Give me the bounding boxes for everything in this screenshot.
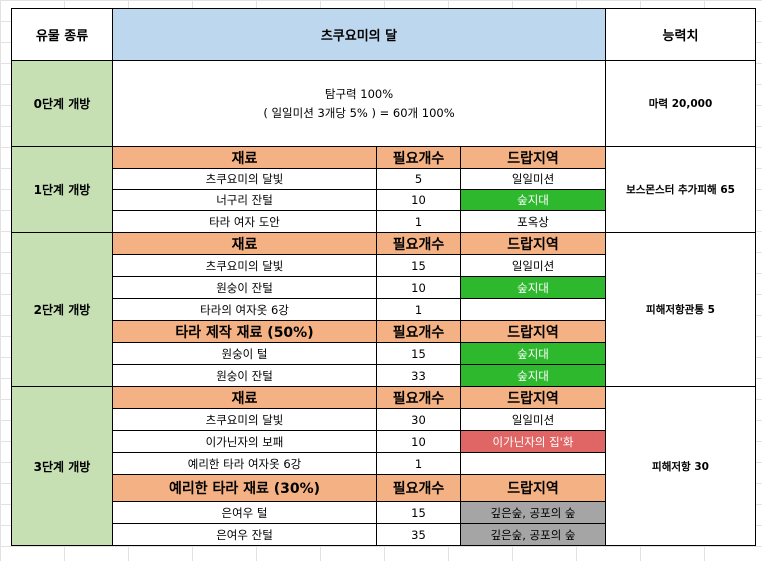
count-cell[interactable]: 15: [376, 342, 461, 365]
stage1-material-header[interactable]: 재료: [112, 146, 377, 169]
material-cell[interactable]: 타라 여자 도안: [112, 210, 377, 233]
stage2-ability[interactable]: 피해저항관통 5: [605, 232, 756, 387]
drop-cell[interactable]: 숲지대: [460, 189, 606, 211]
stage3-craft-header-row: 예리한 타라 재료 (30%) 필요개수 드랍지역: [12, 474, 756, 502]
material-cell[interactable]: 츠쿠요미의 달빛: [112, 168, 377, 190]
count-cell[interactable]: 15: [376, 254, 461, 277]
count-cell[interactable]: 1: [376, 452, 461, 475]
header-type[interactable]: 유물 종류: [11, 8, 113, 61]
drop-cell[interactable]: 일일미션: [460, 168, 606, 190]
stage3-material-header[interactable]: 재료: [112, 386, 377, 409]
material-cell[interactable]: 원숭이 털: [112, 342, 377, 365]
material-cell[interactable]: 츠쿠요미의 달빛: [112, 254, 377, 277]
header-ability[interactable]: 능력치: [605, 8, 756, 61]
header-title[interactable]: 츠쿠요미의 달: [112, 8, 606, 61]
material-cell[interactable]: 은여우 잔털: [112, 523, 377, 546]
table-row: 타라의 여자옷 6강 1: [12, 298, 756, 321]
material-cell[interactable]: 예리한 타라 여자옷 6강: [112, 452, 377, 475]
stage0-label[interactable]: 0단계 개방: [11, 60, 113, 147]
drop-cell[interactable]: 포옥상: [460, 210, 606, 233]
table-row: 원숭이 털 15 숲지대: [12, 342, 756, 365]
material-cell[interactable]: 이가닌자의 보패: [112, 430, 377, 453]
stage2-count-header[interactable]: 필요개수: [376, 232, 461, 255]
stage3-craft-drop-header[interactable]: 드랍지역: [460, 474, 606, 502]
stage0-row: 0단계 개방 탐구력 100% ( 일일미션 3개당 5% ) = 60개 10…: [11, 60, 756, 147]
table-row: 은여우 털 15 깊은숲, 공포의 숲: [12, 501, 756, 524]
stage0-ability[interactable]: 마력 20,000: [605, 60, 756, 147]
table-row: 츠쿠요미의 달빛 5 일일미션: [12, 168, 756, 190]
table-row: 츠쿠요미의 달빛 15 일일미션: [12, 254, 756, 277]
material-cell[interactable]: 너구리 잔털: [112, 189, 377, 211]
stage2-drop-header[interactable]: 드랍지역: [460, 232, 606, 255]
stage3-craft-header[interactable]: 예리한 타라 재료 (30%): [112, 474, 377, 502]
drop-cell[interactable]: [460, 452, 606, 475]
material-cell[interactable]: 원숭이 잔털: [112, 276, 377, 299]
stage3-label[interactable]: 3단계 개방: [11, 386, 113, 546]
stage2-craft-header-row: 타라 제작 재료 (50%) 필요개수 드랍지역: [12, 320, 756, 343]
table-row: 은여우 잔털 35 깊은숲, 공포의 숲: [12, 523, 756, 546]
header-row: 유물 종류 츠쿠요미의 달 능력치: [11, 8, 756, 61]
count-cell[interactable]: 1: [376, 210, 461, 233]
stage0-description[interactable]: 탐구력 100% ( 일일미션 3개당 5% ) = 60개 100%: [112, 60, 606, 147]
stage1-label[interactable]: 1단계 개방: [11, 146, 113, 233]
drop-cell[interactable]: 이가닌자의 집'화: [460, 430, 606, 453]
table-row: 원숭이 잔털 10 숲지대: [12, 276, 756, 299]
stage0-desc-line1: 탐구력 100%: [324, 86, 394, 101]
drop-cell[interactable]: 숲지대: [460, 342, 606, 365]
table-row: 타라 여자 도안 1 포옥상: [12, 210, 756, 233]
stage1-ability[interactable]: 보스몬스터 추가피해 65: [605, 146, 756, 233]
count-cell[interactable]: 5: [376, 168, 461, 190]
drop-cell[interactable]: 숲지대: [460, 364, 606, 387]
count-cell[interactable]: 10: [376, 189, 461, 211]
stage2-material-header[interactable]: 재료: [112, 232, 377, 255]
table-row: 예리한 타라 여자옷 6강 1: [12, 452, 756, 475]
stage3-count-header[interactable]: 필요개수: [376, 386, 461, 409]
stage2-craft-header[interactable]: 타라 제작 재료 (50%): [112, 320, 377, 343]
stage2-label[interactable]: 2단계 개방: [11, 232, 113, 387]
stage1-subheader-row: 1단계 개방 재료 필요개수 드랍지역 보스몬스터 추가피해 65: [11, 146, 756, 233]
drop-cell[interactable]: 일일미션: [460, 408, 606, 431]
count-cell[interactable]: 30: [376, 408, 461, 431]
count-cell[interactable]: 33: [376, 364, 461, 387]
drop-cell[interactable]: 깊은숲, 공포의 숲: [460, 501, 606, 524]
count-cell[interactable]: 35: [376, 523, 461, 546]
stage3-drop-header[interactable]: 드랍지역: [460, 386, 606, 409]
drop-cell[interactable]: [460, 298, 606, 321]
stage1-drop-header[interactable]: 드랍지역: [460, 146, 606, 169]
material-cell[interactable]: 츠쿠요미의 달빛: [112, 408, 377, 431]
stage3-subheader-row: 3단계 개방 재료 필요개수 드랍지역 피해저항 30: [11, 386, 756, 546]
table-row: 원숭이 잔털 33 숲지대: [12, 364, 756, 387]
stage0-desc-line2: ( 일일미션 3개당 5% ) = 60개 100%: [263, 105, 455, 120]
stage3-ability[interactable]: 피해저항 30: [605, 386, 756, 546]
stage2-subheader-row: 2단계 개방 재료 필요개수 드랍지역 피해저항관통 5: [11, 232, 756, 387]
drop-cell[interactable]: 숲지대: [460, 276, 606, 299]
stage3-craft-count-header[interactable]: 필요개수: [376, 474, 461, 502]
stage2-craft-drop-header[interactable]: 드랍지역: [460, 320, 606, 343]
stage1-count-header[interactable]: 필요개수: [376, 146, 461, 169]
stage2-craft-count-header[interactable]: 필요개수: [376, 320, 461, 343]
count-cell[interactable]: 1: [376, 298, 461, 321]
count-cell[interactable]: 10: [376, 430, 461, 453]
drop-cell[interactable]: 깊은숲, 공포의 숲: [460, 523, 606, 546]
material-cell[interactable]: 은여우 털: [112, 501, 377, 524]
drop-cell[interactable]: 일일미션: [460, 254, 606, 277]
material-cell[interactable]: 타라의 여자옷 6강: [112, 298, 377, 321]
count-cell[interactable]: 10: [376, 276, 461, 299]
count-cell[interactable]: 15: [376, 501, 461, 524]
table-row: 너구리 잔털 10 숲지대: [12, 189, 756, 211]
material-cell[interactable]: 원숭이 잔털: [112, 364, 377, 387]
artifact-table: 유물 종류 츠쿠요미의 달 능력치 0단계 개방 탐구력 100% ( 일일미션…: [11, 8, 756, 546]
